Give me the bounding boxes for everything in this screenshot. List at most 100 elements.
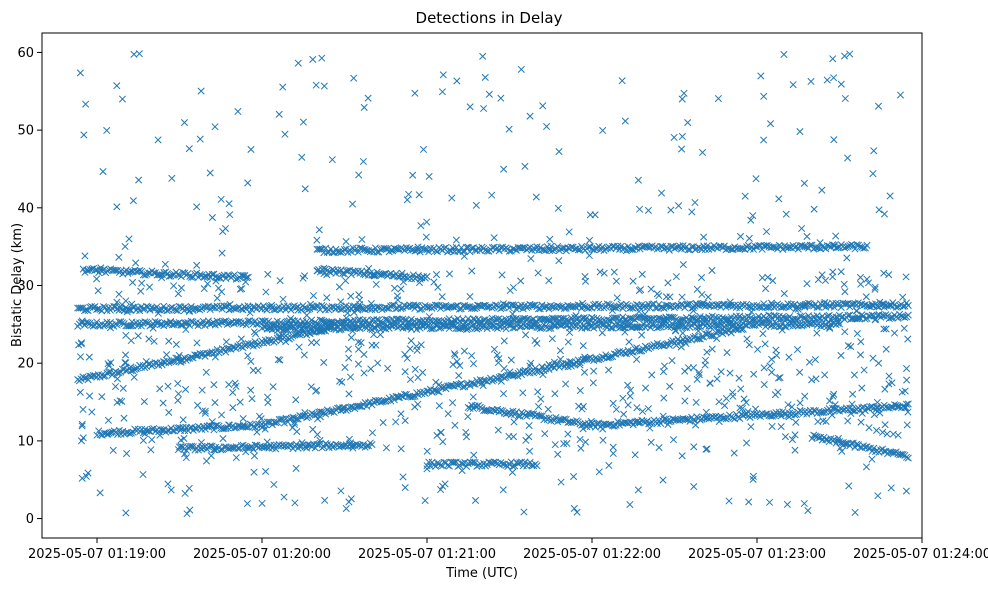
y-tick-label: 0 <box>26 512 34 527</box>
detection-point <box>77 304 85 312</box>
detection-point <box>737 326 746 334</box>
detection-point <box>208 319 216 327</box>
detection-point <box>244 273 252 281</box>
y-tick-label: 50 <box>17 124 34 139</box>
detection-point <box>629 348 637 356</box>
detection-point <box>576 361 584 369</box>
x-tick-label: 2025-05-07 01:23:00 <box>688 547 826 562</box>
detection-point <box>320 303 328 311</box>
detection-point <box>337 306 345 314</box>
y-axis-label: Bistatic Delay (km) <box>10 223 25 347</box>
x-tick-label: 2025-05-07 01:22:00 <box>523 547 661 562</box>
detection-point <box>511 462 519 470</box>
detection-point <box>762 410 770 418</box>
detection-point <box>387 246 395 254</box>
detection-point <box>200 273 208 281</box>
detection-point <box>416 305 424 314</box>
detection-point <box>657 242 665 250</box>
detection-point <box>153 319 161 327</box>
detection-point <box>667 242 675 250</box>
detection-point <box>249 445 257 453</box>
detection-point <box>93 305 101 313</box>
plot-area <box>74 50 912 518</box>
detection-point <box>526 317 534 325</box>
detection-point <box>468 244 476 252</box>
detection-point <box>801 242 809 251</box>
detection-point <box>770 243 778 251</box>
detection-point <box>492 301 500 309</box>
x-axis-label: Time (UTC) <box>445 566 518 581</box>
detection-point <box>371 244 379 252</box>
detection-point <box>569 317 577 325</box>
detection-point <box>122 322 130 330</box>
detection-point <box>829 404 837 412</box>
detection-point <box>562 359 570 368</box>
detection-point <box>265 418 273 426</box>
detection-point <box>545 305 553 313</box>
detection-point <box>808 241 816 249</box>
detection-point <box>617 242 625 250</box>
detection-point <box>287 306 295 314</box>
detection-point <box>677 415 685 423</box>
x-tick-label: 2025-05-07 01:20:00 <box>193 547 331 562</box>
detection-point <box>505 247 514 255</box>
detection-point <box>808 434 816 442</box>
detection-point <box>550 315 558 323</box>
detection-point <box>239 272 247 280</box>
detection-point <box>91 266 99 274</box>
detection-point <box>81 307 89 315</box>
detection-point <box>545 325 553 333</box>
detection-point <box>646 304 654 312</box>
detection-point <box>339 269 347 277</box>
detection-point <box>904 311 912 319</box>
detection-point <box>469 458 477 466</box>
detection-point <box>497 317 505 325</box>
detection-point <box>169 427 177 435</box>
detection-point <box>631 345 639 353</box>
x-tick-label: 2025-05-07 01:24:00 <box>853 547 988 562</box>
detection-point <box>315 245 323 253</box>
detection-point <box>318 408 326 416</box>
detection-point <box>182 319 190 327</box>
detection-point <box>810 431 818 439</box>
detection-point <box>289 413 297 421</box>
y-tick-label: 40 <box>17 201 34 216</box>
detection-point <box>538 412 546 420</box>
detection-point <box>401 390 409 398</box>
detection-point <box>555 302 563 310</box>
detection-point <box>74 304 82 312</box>
detection-point <box>899 313 907 321</box>
detection-point <box>242 274 251 282</box>
detection-point <box>416 248 424 256</box>
detection-point <box>174 271 182 279</box>
detection-point <box>777 412 785 420</box>
detection-point <box>887 403 895 411</box>
detection-point <box>904 454 912 462</box>
detection-point <box>834 437 842 445</box>
detection-point <box>357 339 365 347</box>
detection-point <box>447 318 455 326</box>
detection-point <box>297 306 305 314</box>
detection-point <box>830 303 838 311</box>
detection-point <box>292 440 300 448</box>
detection-point <box>392 305 400 313</box>
detection-point <box>122 266 130 274</box>
detection-point <box>339 404 347 412</box>
detection-point <box>509 324 517 332</box>
detection-point <box>225 306 233 314</box>
detection-point <box>720 242 728 250</box>
detection-point <box>853 241 861 249</box>
detection-point <box>89 304 97 312</box>
detection-point <box>899 451 907 459</box>
detection-point <box>407 315 415 323</box>
detection-point <box>837 313 845 321</box>
detection-point <box>368 441 376 449</box>
detection-point <box>259 317 268 325</box>
detection-point <box>373 248 381 256</box>
detection-point <box>701 245 709 253</box>
detection-point <box>653 245 661 253</box>
detection-point <box>82 306 90 314</box>
detection-point <box>586 322 594 331</box>
detection-point <box>545 316 553 324</box>
detection-point <box>141 271 149 279</box>
